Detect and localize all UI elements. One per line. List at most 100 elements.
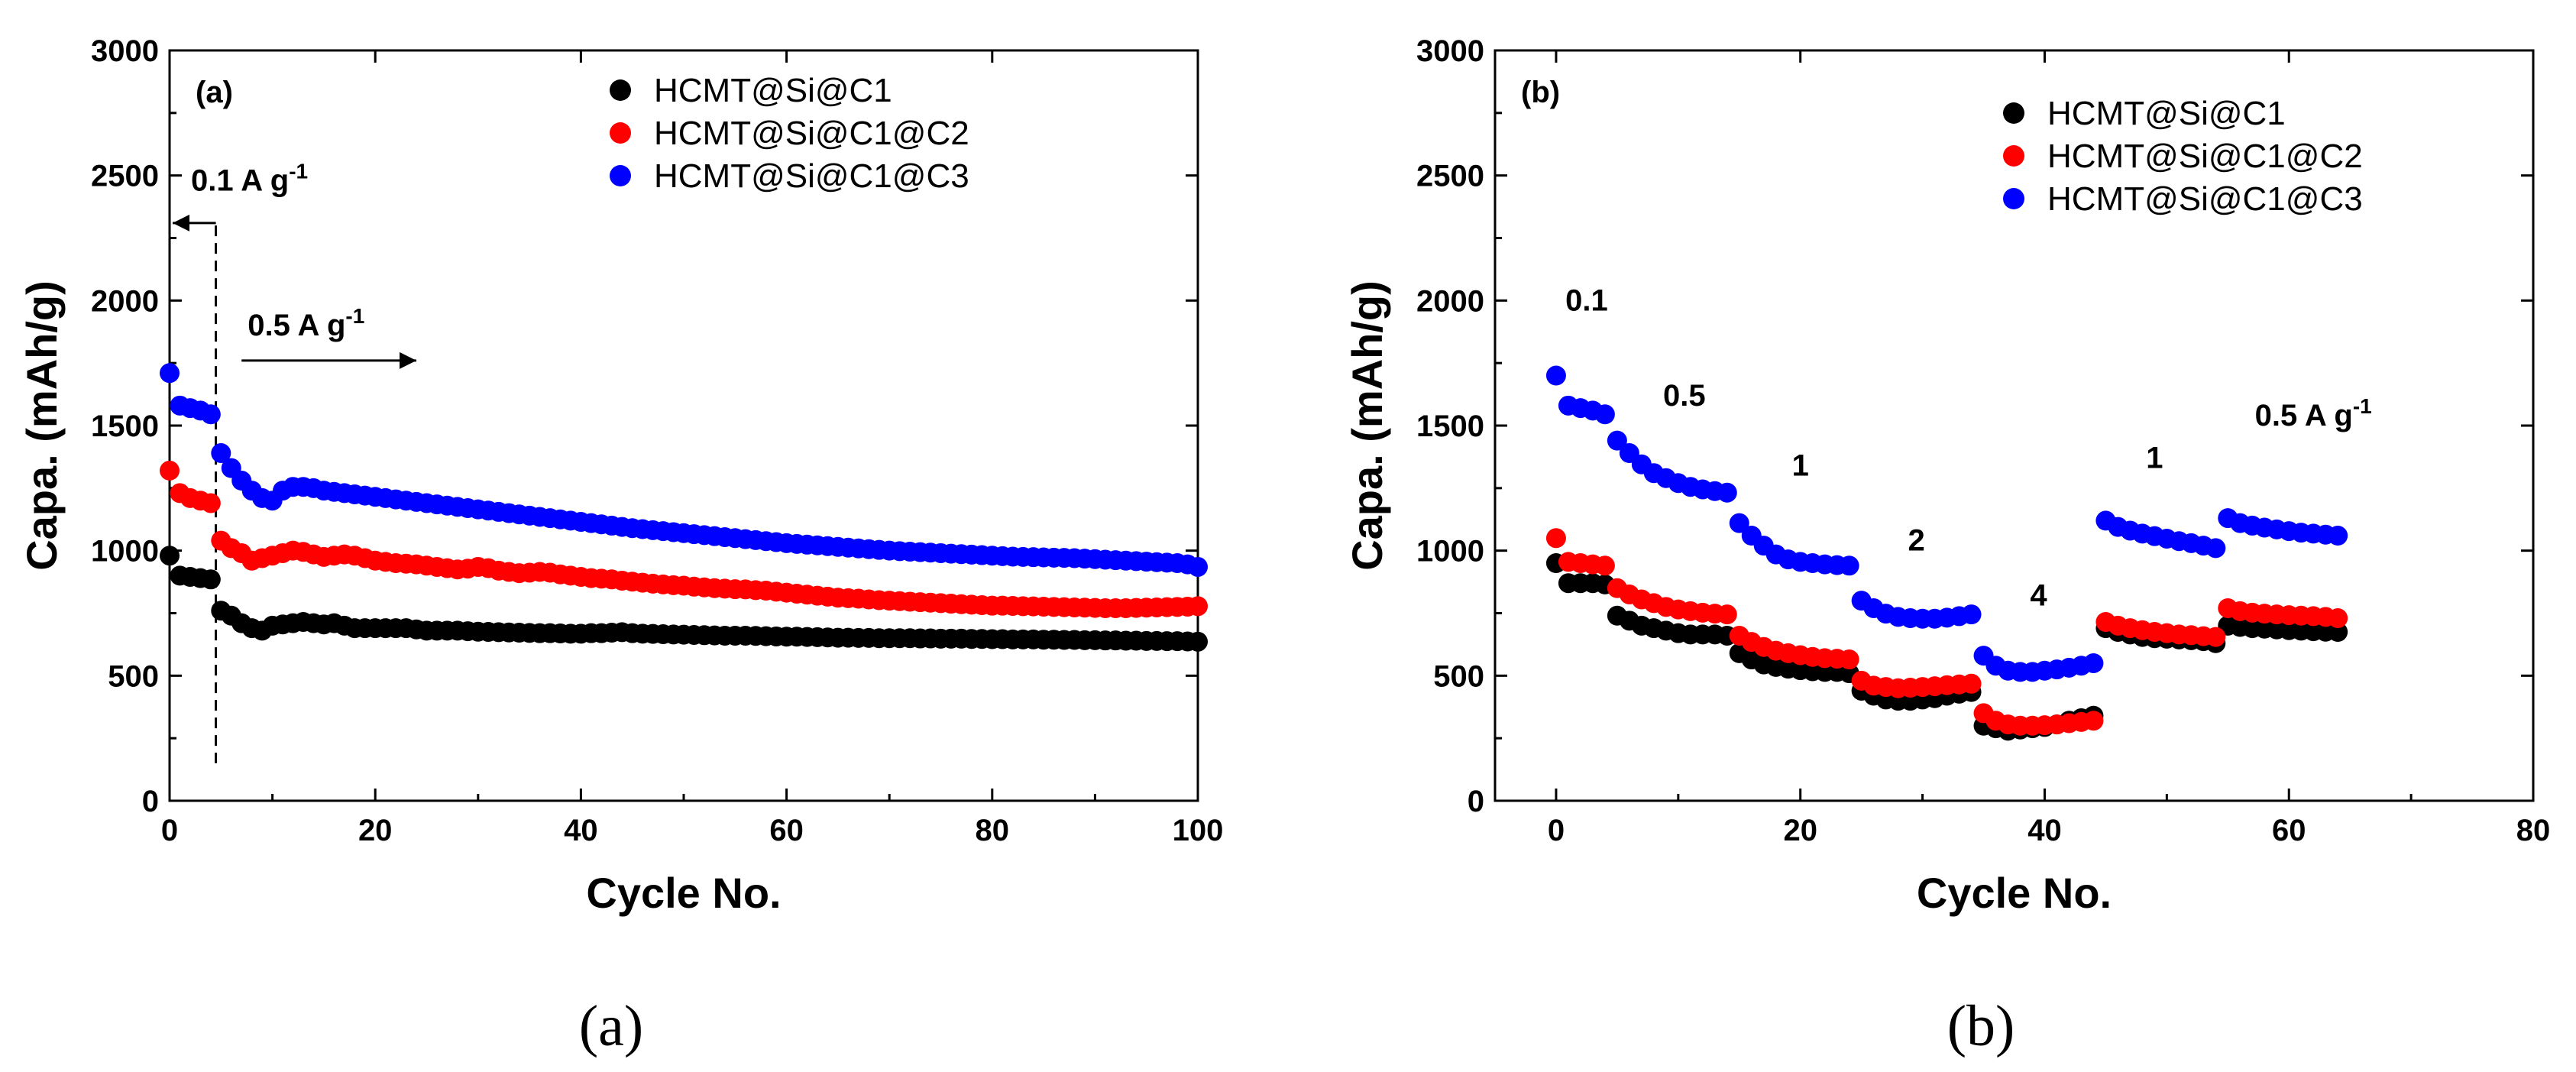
data-point — [1961, 604, 1982, 625]
y-tick-label: 500 — [1433, 659, 1484, 693]
x-tick-label: 60 — [2272, 814, 2306, 847]
rate-label-text: 4 — [2030, 579, 2047, 613]
data-point — [160, 546, 180, 566]
legend-label: HCMT@Si@C1@C3 — [654, 157, 969, 195]
figure-caption: (a) — [579, 994, 643, 1058]
rate-label: 0.1 — [1565, 283, 1608, 317]
rate-label: 0.5 A g-1 — [2255, 394, 2372, 432]
y-tick-label: 3000 — [91, 34, 159, 68]
rate-label-superscript: -1 — [2353, 394, 2372, 418]
legend-label: HCMT@Si@C1@C2 — [2047, 138, 2363, 175]
data-point — [2328, 622, 2348, 643]
x-tick-label: 20 — [1783, 814, 1817, 847]
y-tick-label: 2000 — [1416, 284, 1484, 318]
x-tick-label: 40 — [564, 814, 598, 847]
x-tick-label: 20 — [358, 814, 393, 847]
data-point — [1188, 596, 1208, 617]
data-point — [1545, 528, 1566, 549]
data-point — [2205, 538, 2226, 559]
legend-label: HCMT@Si@C1@C2 — [654, 115, 969, 152]
rate-label-0.1: 0.1 A g-1 — [191, 159, 308, 197]
y-tick-label: 1000 — [91, 535, 159, 568]
series-3 — [1545, 365, 2348, 682]
y-tick-label: 500 — [108, 659, 159, 693]
y-axis-title: Capa. (mAh/g) — [1343, 280, 1391, 571]
legend-marker — [2003, 188, 2024, 209]
rate-label-text: 0.5 — [1663, 379, 1706, 413]
legend-marker — [2003, 145, 2024, 167]
y-tick-label: 3000 — [1416, 34, 1484, 68]
panel-tag: (a) — [196, 76, 233, 109]
y-tick-label: 0 — [142, 785, 159, 818]
rate-label-0.5-text: 0.5 A g — [248, 309, 345, 342]
data-point — [200, 569, 221, 590]
data-point — [1717, 604, 1737, 625]
series-1 — [1545, 553, 2348, 741]
y-tick-label: 2500 — [1416, 160, 1484, 193]
rate-label: 4 — [2030, 579, 2047, 613]
x-tick-label: 80 — [2516, 814, 2551, 847]
data-point — [1729, 513, 1749, 533]
x-tick-label: 0 — [161, 814, 178, 847]
y-tick-label: 2500 — [91, 160, 159, 193]
series-2 — [1545, 528, 2348, 736]
data-point — [160, 363, 180, 384]
data-point — [1188, 556, 1208, 577]
rate-label: 1 — [2146, 442, 2163, 475]
series-1 — [160, 546, 1208, 652]
panel-tag: (b) — [1521, 76, 1560, 109]
rate-arrow-right-head — [400, 351, 417, 369]
rate-label-text: 0.1 — [1565, 283, 1608, 317]
x-axis-title: Cycle No. — [1917, 869, 2112, 917]
y-tick-label: 2000 — [91, 284, 159, 318]
panel-a: 0 20 40 60 80 100050010001500200025003000Cycl… — [18, 34, 1223, 1058]
data-point — [200, 493, 221, 513]
data-point — [1607, 430, 1627, 451]
rate-label: 1 — [1792, 449, 1809, 482]
x-tick-label: 80 — [976, 814, 1010, 847]
y-tick-label: 1000 — [1416, 535, 1484, 568]
y-tick-label: 1500 — [1416, 410, 1484, 443]
data-point — [1188, 631, 1208, 652]
x-axis-title: Cycle No. — [586, 869, 781, 917]
rate-label-0.1-text: 0.1 A g — [191, 164, 289, 197]
x-tick-label: 100 — [1173, 814, 1224, 847]
data-point — [2328, 526, 2348, 546]
data-point — [211, 443, 231, 464]
legend-label: HCMT@Si@C1 — [2047, 95, 2286, 132]
data-point — [200, 404, 221, 425]
data-point — [1839, 555, 1859, 576]
legend-marker — [610, 79, 631, 101]
rate-label-text: 1 — [1792, 449, 1809, 482]
rate-label-text: 1 — [2146, 442, 2163, 475]
data-point — [2083, 653, 2104, 673]
series-2 — [160, 460, 1208, 618]
data-point — [1594, 555, 1615, 576]
rate-label-0.1-superscript: -1 — [289, 159, 308, 183]
x-tick-label: 0 — [1548, 814, 1565, 847]
y-tick-label: 1500 — [91, 410, 159, 443]
data-point — [1961, 673, 1982, 694]
data-point — [2205, 627, 2226, 647]
data-point — [1594, 404, 1615, 425]
x-tick-label: 60 — [769, 814, 804, 847]
rate-label-0.5: 0.5 A g-1 — [248, 304, 364, 342]
legend-label: HCMT@Si@C1 — [654, 72, 892, 109]
series-3 — [160, 363, 1208, 577]
rate-label-0.5-superscript: -1 — [345, 304, 364, 328]
figure-caption: (b) — [1947, 994, 2015, 1058]
data-point — [2328, 608, 2348, 629]
data-point — [160, 460, 180, 481]
data-point — [1839, 649, 1859, 670]
rate-label: 0.5 — [1663, 379, 1706, 413]
legend-marker — [2003, 102, 2024, 124]
y-tick-label: 0 — [1468, 785, 1484, 818]
legend-label: HCMT@Si@C1@C3 — [2047, 180, 2363, 218]
y-axis-title: Capa. (mAh/g) — [18, 280, 66, 571]
x-tick-label: 40 — [2027, 814, 2062, 847]
rate-label: 2 — [1908, 524, 1924, 558]
panel-b: 0 20 40 60 80 0 500 1000 1500 2000 2500 3000 Cycle N… — [1343, 34, 2550, 1058]
rate-arrow-left-head — [173, 214, 189, 232]
legend-marker — [610, 165, 631, 186]
